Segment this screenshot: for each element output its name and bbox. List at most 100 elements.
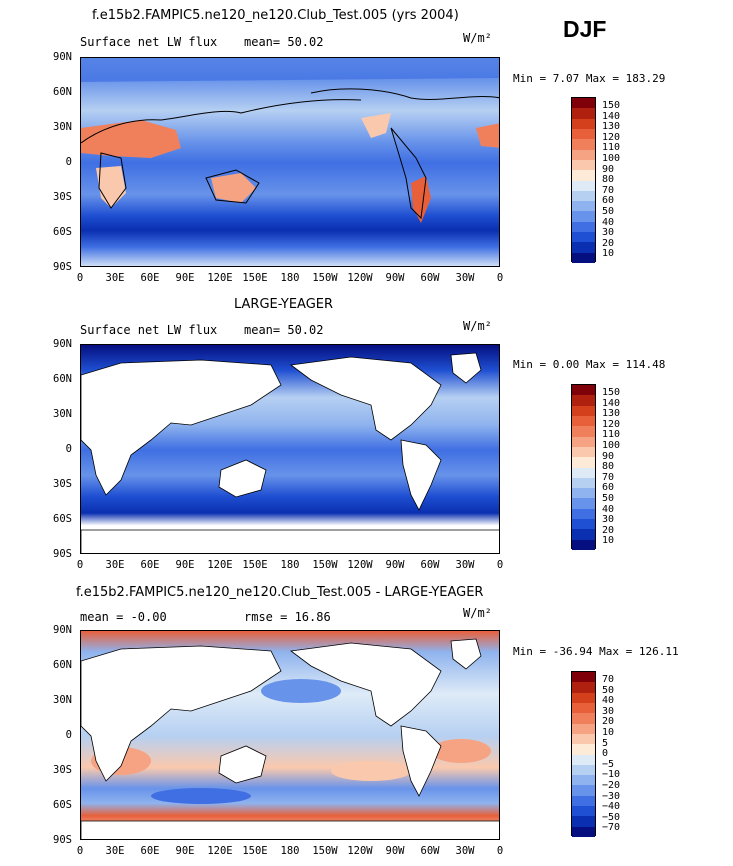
lon-tick-label: 30E: [105, 845, 125, 857]
colorbar-swatch: [572, 806, 595, 817]
colorbar-swatch: [572, 108, 595, 119]
colorbar-swatch: [572, 764, 595, 776]
minmax-label: Min = 0.00 Max = 114.48: [513, 358, 666, 371]
colorbar-swatch: [572, 446, 595, 458]
colorbar-swatch: [572, 201, 595, 212]
lat-tick-label: 0: [65, 156, 72, 168]
lon-tick-label: 60E: [140, 559, 160, 571]
colorbar-swatch: [572, 467, 595, 478]
lat-tick-label: 30S: [53, 191, 72, 203]
lat-tick-label: 0: [65, 729, 72, 741]
colorbar-swatch: [572, 519, 595, 530]
landmass-south-america: [400, 725, 442, 797]
minmax-label: Min = -36.94 Max = 126.11: [513, 645, 679, 658]
colorbar-swatch: [572, 713, 595, 724]
colorbar-swatch: [572, 170, 595, 181]
colorbar-swatch: [572, 702, 595, 714]
region-south-america: [411, 176, 431, 223]
landmass-australia: [218, 745, 267, 784]
lon-tick-label: 90W: [385, 559, 405, 571]
colorbar: [571, 97, 596, 263]
lon-tick-label: 0: [76, 845, 84, 857]
colorbar-swatch: [572, 539, 595, 550]
colorbar-swatch: [572, 436, 595, 447]
region-australia: [211, 173, 256, 203]
lon-tick-label: 120W: [347, 559, 373, 571]
units-label: W/m²: [463, 606, 492, 620]
lon-tick-label: 60E: [140, 272, 160, 284]
colorbar: [571, 384, 596, 550]
landmass-antarctica: [81, 529, 499, 553]
lat-tick-label: 90N: [53, 338, 72, 350]
colorbar-swatch: [572, 232, 595, 243]
map-model-svg: [81, 58, 499, 266]
colorbar-swatch: [572, 816, 595, 827]
lon-tick-label: 150W: [312, 272, 338, 284]
lon-tick-label: 150E: [242, 272, 268, 284]
colorbar-swatch: [572, 457, 595, 468]
colorbar-swatch: [572, 415, 595, 427]
lon-tick-label: 30E: [105, 272, 125, 284]
colorbar-swatch: [572, 733, 595, 745]
lon-tick-label: 120W: [347, 272, 373, 284]
landmass-eurasia-africa: [81, 359, 282, 496]
lat-tick-label: 30N: [53, 408, 72, 420]
colorbar-swatch: [572, 385, 595, 396]
lon-tick-label: 90W: [385, 272, 405, 284]
lon-tick-label: 120E: [207, 272, 233, 284]
colorbar-swatch: [572, 128, 595, 140]
panel-title: LARGE-YEAGER: [234, 297, 334, 312]
lon-tick-label: 120E: [207, 559, 233, 571]
lat-tick-label: 30S: [53, 764, 72, 776]
colorbar-swatch: [572, 426, 595, 437]
units-label: W/m²: [463, 319, 492, 333]
lon-tick-label: 0: [496, 845, 504, 857]
lon-tick-label: 90W: [385, 845, 405, 857]
colorbar-swatch: [572, 682, 595, 693]
colorbar-swatch: [572, 395, 595, 406]
lon-tick-label: 30W: [455, 845, 475, 857]
colorbar-swatch: [572, 242, 595, 253]
colorbar-swatch: [572, 477, 595, 489]
colorbar-swatch: [572, 775, 595, 786]
colorbar-swatch: [572, 149, 595, 160]
colorbar-labels: 70 50 40 30 20 10 5 0 −5 −10 −20 −30 −40 −50 −70: [602, 674, 621, 834]
map-obs: [80, 344, 500, 554]
variable-label: Surface net LW flux: [80, 323, 218, 337]
lon-tick-label: 30W: [455, 559, 475, 571]
colorbar-swatch: [572, 159, 595, 171]
lon-tick-label: 0: [76, 272, 84, 284]
lat-tick-label: 30N: [53, 121, 72, 133]
landmass-greenland: [450, 352, 482, 384]
lat-tick-label: 90N: [53, 624, 72, 636]
colorbar-labels: 150 140 130 120 110 100 90 80 70 60 50 40 30 20 10: [602, 100, 621, 260]
lat-tick-label: 90S: [53, 834, 72, 846]
colorbar-swatch: [572, 744, 595, 755]
colorbar-swatch: [572, 118, 595, 129]
landmass-australia: [218, 459, 267, 498]
colorbar-swatch: [572, 211, 595, 222]
lon-tick-label: 120E: [207, 845, 233, 857]
lon-tick-label: 120W: [347, 845, 373, 857]
lon-tick-label: 0: [496, 272, 504, 284]
landmass-south-america: [400, 439, 442, 511]
colorbar-swatch: [572, 221, 595, 233]
units-label: W/m²: [463, 31, 492, 45]
mean-label: mean = -0.00: [80, 610, 167, 624]
season-label: DJF: [563, 16, 607, 42]
map-obs-svg: [81, 345, 499, 553]
colorbar-swatch: [572, 692, 595, 703]
mean-label: mean= 50.02: [244, 323, 324, 337]
colorbar-swatch: [572, 723, 595, 734]
colorbar-swatch: [572, 180, 595, 191]
lat-tick-label: 60S: [53, 799, 72, 811]
mean-label: mean= 50.02: [244, 35, 324, 49]
colorbar-swatch: [572, 754, 595, 765]
lon-tick-label: 150E: [242, 559, 268, 571]
lon-tick-label: 30E: [105, 559, 125, 571]
colorbar-swatch: [572, 785, 595, 796]
colorbar-swatch: [572, 498, 595, 509]
region-north-america: [361, 113, 391, 138]
colorbar-swatch: [572, 795, 595, 807]
landmass-eurasia-africa: [81, 645, 282, 782]
